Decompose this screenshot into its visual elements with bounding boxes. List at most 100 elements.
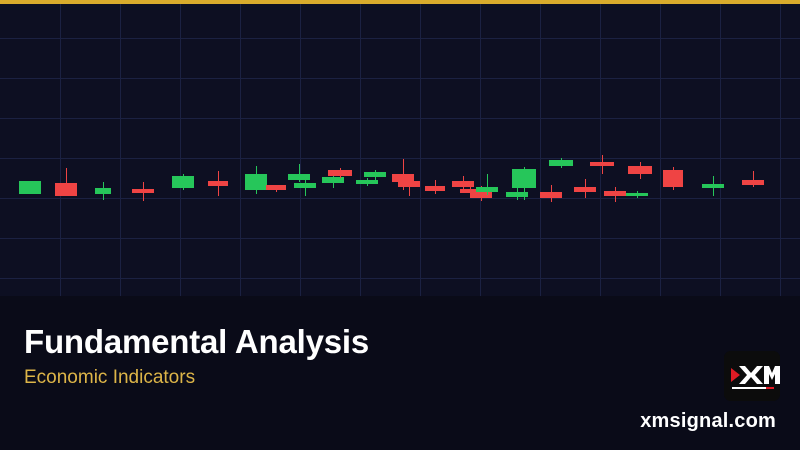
- candlestick-22: [506, 188, 528, 200]
- xm-logo-mark: [724, 351, 780, 401]
- gridline-horizontal: [0, 158, 800, 159]
- candlestick-12: [328, 168, 352, 178]
- candlestick-31: [663, 167, 683, 190]
- candle-body: [626, 193, 648, 196]
- candle-body: [328, 170, 352, 176]
- candlestick-8: [266, 185, 286, 192]
- candle-body: [55, 183, 77, 196]
- candlestick-26: [574, 179, 596, 198]
- gridline-vertical: [720, 4, 721, 296]
- gridline-horizontal: [0, 278, 800, 279]
- candlestick-29: [626, 191, 648, 198]
- candle-body: [208, 181, 228, 186]
- candlestick-21: [476, 174, 498, 195]
- candle-body: [742, 180, 764, 185]
- candle-body: [95, 188, 111, 194]
- candlestick-18: [452, 176, 474, 190]
- gridline-vertical: [480, 4, 481, 296]
- candle-body: [245, 174, 267, 190]
- candle-body: [512, 169, 536, 188]
- gridline-vertical: [780, 4, 781, 296]
- candlestick-16: [398, 179, 420, 196]
- candle-body: [19, 181, 41, 194]
- candle-body: [506, 192, 528, 197]
- candle-body: [590, 162, 614, 166]
- candlestick-5: [172, 174, 194, 190]
- gridline-horizontal: [0, 118, 800, 119]
- gridline-vertical: [420, 4, 421, 296]
- candlestick-2: [55, 168, 77, 196]
- candlestick-32: [702, 176, 724, 196]
- gridline-horizontal: [0, 38, 800, 39]
- candlestick-24: [540, 185, 562, 202]
- candle-body: [628, 166, 652, 174]
- candle-body: [452, 181, 474, 187]
- page-title: Fundamental Analysis: [24, 323, 370, 360]
- candlestick-1: [19, 181, 41, 194]
- candlestick-4: [132, 182, 154, 201]
- top-accent-bar: [0, 0, 800, 4]
- candlestick-13: [356, 178, 378, 186]
- candle-body: [392, 174, 414, 182]
- candle-body: [470, 192, 492, 198]
- candle-body: [288, 174, 310, 180]
- candlestick-7: [245, 166, 267, 194]
- candle-wick: [752, 171, 754, 187]
- candle-body: [132, 189, 154, 193]
- gridline-vertical: [660, 4, 661, 296]
- site-url: xmsignal.com: [640, 410, 776, 432]
- candlestick-series: [0, 4, 800, 296]
- xm-logo: [724, 351, 780, 401]
- gridline-vertical: [300, 4, 301, 296]
- candlestick-14: [364, 170, 386, 180]
- candle-body: [322, 177, 344, 183]
- candle-body: [398, 181, 420, 187]
- red-arrow-icon: [731, 368, 740, 382]
- candlestick-33: [742, 171, 764, 187]
- candlestick-chart-panel: [0, 4, 800, 296]
- gridline-vertical: [60, 4, 61, 296]
- candle-wick: [408, 179, 410, 196]
- gridline-vertical: [120, 4, 121, 296]
- candlestick-17: [425, 180, 445, 194]
- candle-wick: [298, 164, 300, 182]
- candlestick-27: [590, 155, 614, 174]
- candle-body: [294, 183, 316, 188]
- footer-panel: Fundamental Analysis Economic Indicators…: [0, 296, 800, 450]
- candle-body: [549, 160, 573, 166]
- gridline-vertical: [240, 4, 241, 296]
- candle-wick: [65, 168, 67, 196]
- candle-body: [604, 191, 626, 196]
- gridline-vertical: [540, 4, 541, 296]
- candle-body: [356, 180, 378, 184]
- candlestick-9: [288, 164, 310, 182]
- page-subtitle: Economic Indicators: [24, 367, 196, 388]
- candlestick-28: [604, 187, 626, 202]
- candlestick-3: [95, 182, 111, 200]
- candle-body: [663, 170, 683, 187]
- candle-body: [172, 176, 194, 188]
- gridline-horizontal: [0, 78, 800, 79]
- candle-body: [425, 186, 445, 191]
- candlestick-30: [628, 162, 652, 179]
- candlestick-15: [392, 159, 414, 190]
- candle-body: [364, 172, 386, 177]
- candlestick-25: [549, 158, 573, 168]
- gridline-horizontal: [0, 238, 800, 239]
- gridline-vertical: [600, 4, 601, 296]
- candle-body: [266, 185, 286, 190]
- candle-body: [702, 184, 724, 188]
- candle-body: [476, 187, 498, 192]
- candlestick-11: [322, 174, 344, 188]
- candlestick-10: [294, 176, 316, 196]
- gridline-vertical: [360, 4, 361, 296]
- candle-body: [540, 192, 562, 198]
- candlestick-20: [470, 186, 492, 201]
- gridline-vertical: [180, 4, 181, 296]
- candle-body: [460, 189, 480, 193]
- candlestick-23: [512, 167, 536, 200]
- gridline-horizontal: [0, 198, 800, 199]
- candlestick-6: [208, 171, 228, 196]
- candle-body: [574, 187, 596, 192]
